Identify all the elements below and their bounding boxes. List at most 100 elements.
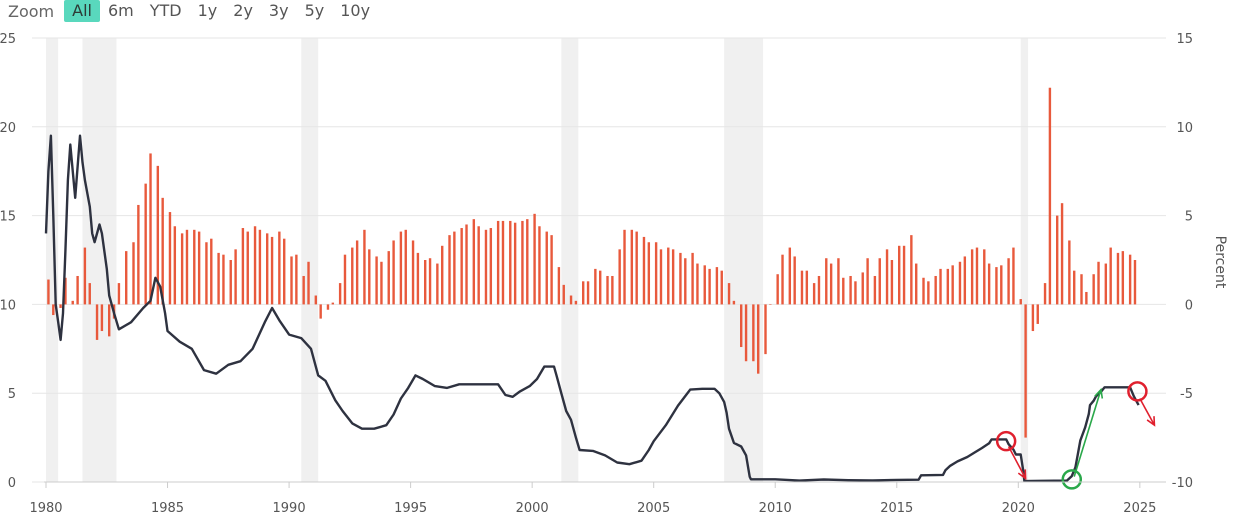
y2-tick-label: 5 xyxy=(1185,210,1193,225)
growth-bar xyxy=(635,231,638,305)
growth-bar xyxy=(253,226,257,305)
growth-bar xyxy=(623,229,626,305)
growth-bar xyxy=(902,245,906,305)
growth-bar xyxy=(720,270,723,305)
grid-lines xyxy=(32,37,1166,483)
growth-bar xyxy=(521,220,524,305)
growth-bar xyxy=(764,304,767,355)
growth-bar xyxy=(185,229,189,305)
y-axis-ticks: 0 5 10 15 20 25 xyxy=(0,32,16,491)
growth-bar xyxy=(295,254,298,305)
growth-bar xyxy=(1104,263,1108,305)
growth-bar xyxy=(703,265,706,305)
zoom-2y-button[interactable]: 2y xyxy=(233,1,253,20)
growth-bar xyxy=(562,284,565,305)
zoom-ytd-button[interactable]: YTD xyxy=(149,1,182,20)
growth-bar xyxy=(156,165,160,305)
x-tick-label: 1990 xyxy=(273,501,306,516)
growth-bar xyxy=(351,247,354,305)
growth-bar xyxy=(776,274,779,305)
growth-bar xyxy=(1031,304,1035,332)
growth-bar xyxy=(970,249,974,305)
growth-bar xyxy=(890,260,894,305)
growth-bar xyxy=(1073,270,1076,305)
growth-bar xyxy=(222,254,225,305)
growth-bar xyxy=(404,229,407,305)
growth-bar xyxy=(582,281,585,305)
growth-bar xyxy=(392,240,395,305)
y2-axis-title: Percent xyxy=(1212,236,1228,289)
growth-bar xyxy=(922,277,925,305)
growth-bar xyxy=(331,302,335,305)
growth-bar xyxy=(829,263,833,305)
zoom-10y-button[interactable]: 10y xyxy=(340,1,371,20)
zoom-5y-button[interactable]: 5y xyxy=(304,1,325,20)
growth-bar xyxy=(210,238,213,305)
growth-bar xyxy=(667,247,670,305)
x-tick-label: 2020 xyxy=(1002,501,1035,516)
growth-bar xyxy=(849,275,852,305)
annotation-arrowhead xyxy=(1017,469,1027,481)
growth-bar xyxy=(939,268,942,305)
growth-bar xyxy=(1012,247,1015,305)
y2-tick-label: -10 xyxy=(1172,476,1193,491)
recession-band xyxy=(1020,38,1029,482)
growth-bar xyxy=(866,258,869,305)
growth-bar xyxy=(684,258,687,305)
zoom-6m-button[interactable]: 6m xyxy=(107,1,134,20)
growth-bar xyxy=(825,258,828,305)
y-tick-label: 10 xyxy=(0,298,16,313)
x-tick-label: 1980 xyxy=(29,501,62,516)
growth-bar xyxy=(117,283,121,305)
growth-bar xyxy=(161,197,164,305)
growth-bar xyxy=(76,275,79,305)
growth-bar xyxy=(64,277,67,305)
recession-bands xyxy=(46,38,1029,482)
growth-bar xyxy=(278,231,281,305)
growth-bar xyxy=(108,304,111,337)
y-tick-label: 20 xyxy=(0,121,16,136)
growth-bar xyxy=(513,222,517,305)
annotation-arrowhead xyxy=(1146,416,1156,427)
growth-bar xyxy=(873,275,877,305)
growth-bar xyxy=(137,204,140,305)
growth-bar xyxy=(1121,251,1125,305)
growth-bar xyxy=(854,281,857,305)
annotation-circle xyxy=(1061,469,1083,490)
growth-bar xyxy=(800,270,804,305)
growth-bar xyxy=(983,249,986,305)
growth-bar xyxy=(416,252,420,305)
y-tick-label: 0 xyxy=(8,476,16,491)
growth-bar xyxy=(132,242,135,305)
growth-bar xyxy=(837,258,840,305)
growth-bar xyxy=(270,236,274,305)
growth-bar xyxy=(1060,203,1064,305)
x-axis-ticks: 1980 1985 1990 1995 2000 2005 2010 2015 2020 2025 xyxy=(29,481,1166,516)
zoom-all-button[interactable]: All xyxy=(64,0,100,22)
growth-bar xyxy=(149,153,152,305)
growth-bar xyxy=(1024,304,1027,438)
growth-bar xyxy=(387,251,390,305)
growth-bar xyxy=(727,283,731,305)
x-tick-label: 1995 xyxy=(394,501,427,516)
growth-bar xyxy=(484,229,488,305)
growth-bar xyxy=(1000,265,1003,305)
growth-bar xyxy=(180,233,184,305)
zoom-1y-button[interactable]: 1y xyxy=(197,1,218,20)
x-tick-label: 2010 xyxy=(759,501,792,516)
growth-bar xyxy=(812,283,816,305)
y2-tick-label: 15 xyxy=(1176,32,1193,47)
zoom-label: Zoom xyxy=(8,1,55,21)
growth-bar xyxy=(489,228,493,305)
growth-bar xyxy=(144,183,147,305)
growth-bar xyxy=(963,256,967,305)
growth-bar xyxy=(343,254,347,305)
zoom-3y-button[interactable]: 3y xyxy=(268,1,289,20)
growth-bar xyxy=(1056,215,1059,305)
growth-bar xyxy=(83,247,87,305)
growth-bar xyxy=(1109,247,1112,305)
growth-bar xyxy=(465,224,468,305)
growth-bar xyxy=(817,275,821,305)
growth-bar xyxy=(217,252,220,305)
growth-bar xyxy=(805,270,809,305)
